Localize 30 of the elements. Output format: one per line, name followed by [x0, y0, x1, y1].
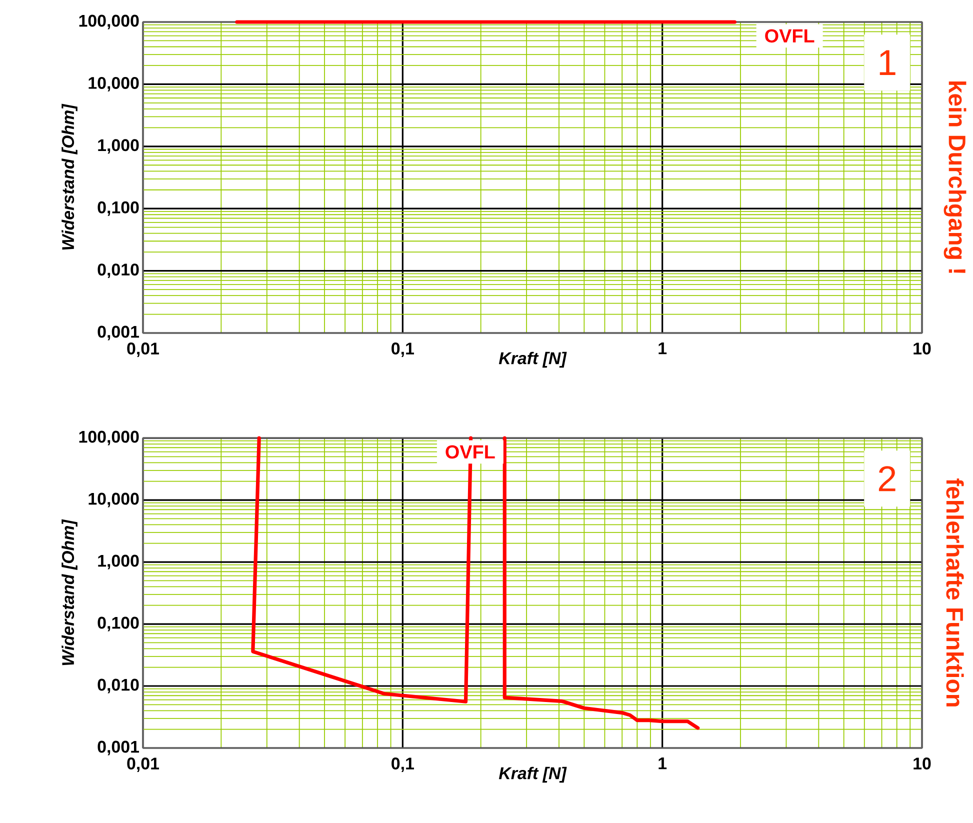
- y-tick-label: 1,000: [98, 554, 139, 570]
- y-tick-label: 0,001: [98, 740, 140, 756]
- y-tick-label: 0,010: [98, 264, 139, 278]
- text: fehlerhafte Funktion: [946, 478, 964, 706]
- y-tick-label: 0,001: [98, 326, 140, 340]
- x-tick-label: 1: [658, 342, 667, 354]
- y-tick-label: 0,010: [98, 678, 139, 694]
- x-axis-title: Kraft [N]: [498, 352, 567, 368]
- annotation: OVFL: [765, 29, 814, 43]
- y-tick-label: 0,100: [98, 616, 139, 632]
- x-tick-label: 0,01: [127, 342, 160, 357]
- text: kein Durchgang !: [944, 82, 966, 273]
- x-tick-label: 0,1: [392, 342, 414, 357]
- annotation: 2: [878, 466, 896, 492]
- y-tick-label: 0,100: [98, 201, 139, 216]
- y-tick-label: 10,000: [88, 492, 139, 508]
- annotation: 1: [880, 50, 896, 75]
- x-tick-label: 0,01: [127, 758, 160, 772]
- y-axis-title: Widerstand [Ohm]: [62, 519, 78, 666]
- x-tick-label: 10: [914, 758, 931, 770]
- x-tick-label: 1: [658, 758, 667, 770]
- x-tick-label: 10: [914, 342, 931, 355]
- y-tick-label: 100,000: [79, 14, 139, 30]
- annotation: OVFL: [446, 445, 495, 459]
- y-tick-label: 1,000: [98, 139, 139, 154]
- y-tick-label: 100,000: [79, 430, 139, 446]
- x-axis-title: Kraft [N]: [498, 766, 567, 783]
- y-tick-label: 10,000: [88, 76, 139, 92]
- x-tick-label: 0,1: [392, 758, 414, 772]
- y-axis-title: Widerstand [Ohm]: [62, 104, 78, 250]
